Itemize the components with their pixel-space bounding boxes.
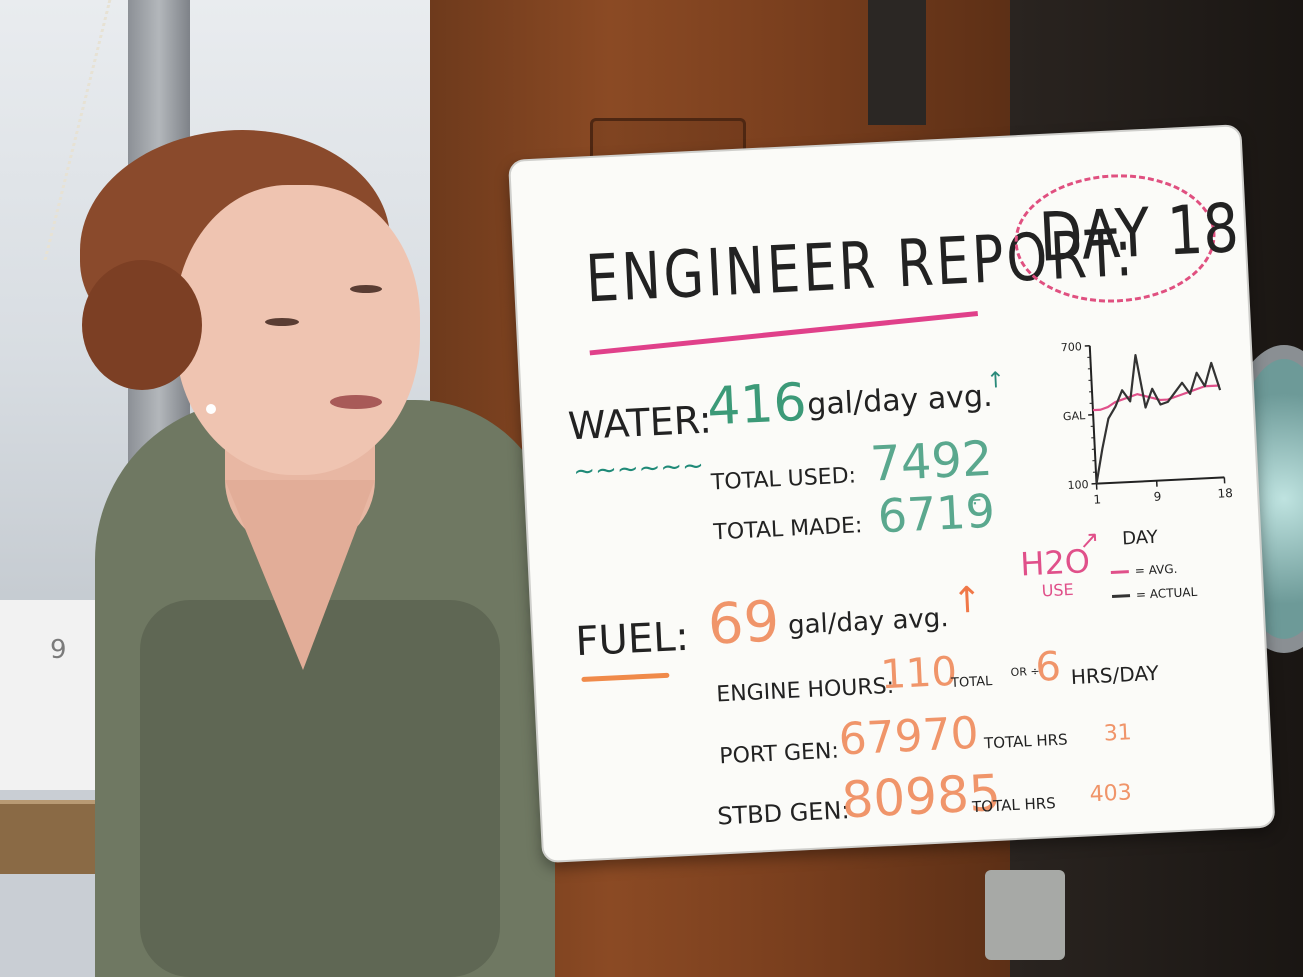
water-avg-value: 416	[705, 372, 808, 438]
total-used-value: 7492	[868, 430, 994, 493]
actual-series-line	[1095, 353, 1222, 484]
stbd-gen-value: 80985	[840, 763, 1002, 830]
door-hinge	[868, 0, 926, 125]
earring	[206, 404, 216, 414]
port-gen-hrs: 31	[1103, 720, 1133, 747]
total-made-label: TOTAL MADE:	[712, 513, 863, 546]
left-eye	[265, 318, 299, 326]
total-used-label: TOTAL USED:	[710, 463, 857, 496]
electrical-switch	[985, 870, 1065, 960]
legend-actual-text: = ACTUAL	[1135, 584, 1198, 602]
ship-hull	[0, 600, 100, 790]
x-tick-label: 1	[1093, 492, 1101, 506]
water-use-chart: 1 9 18 100 GAL 700	[1061, 340, 1234, 507]
fuel-avg-value: 69	[706, 589, 781, 658]
h2o-use-label: USE	[1041, 579, 1075, 601]
port-gen-label: PORT GEN:	[718, 738, 840, 770]
y-tick-label: 700	[1061, 340, 1083, 354]
right-eye	[350, 285, 382, 293]
port-gen-total-label: TOTAL HRS	[983, 730, 1068, 753]
fuel-unit: gal/day avg.	[787, 603, 950, 641]
fuel-arrow-icon: ↑	[951, 579, 984, 622]
water-squiggle: ~~~~~~	[572, 450, 705, 488]
engine-per-day-unit: HRS/DAY	[1070, 660, 1160, 690]
chart-lines	[1092, 353, 1222, 484]
legend-actual: = ACTUAL	[1111, 584, 1198, 603]
day-label: DAY 18	[1037, 189, 1241, 278]
engine-hours-value: 110	[879, 648, 959, 699]
legend-avg-swatch	[1110, 570, 1129, 575]
water-label: WATER:	[567, 397, 713, 449]
engine-hours-label: ENGINE HOURS:	[715, 673, 895, 708]
fuel-label: FUEL:	[574, 613, 690, 666]
mouth	[330, 395, 382, 409]
port-gen-value: 67970	[837, 707, 980, 766]
legend-actual-swatch	[1111, 594, 1131, 599]
chart-x-axis	[1096, 476, 1225, 485]
x-tick-label: 9	[1153, 489, 1161, 503]
hair-bun	[82, 260, 202, 390]
fuel-underline	[581, 672, 670, 683]
engine-per-day-value: 6	[1034, 643, 1062, 691]
engine-total-label: TOTAL	[950, 673, 993, 691]
legend-avg-text: = AVG.	[1134, 561, 1178, 578]
title-underline	[589, 311, 979, 356]
chart-ticks: 1 9 18 100 GAL 700	[1061, 340, 1234, 507]
total-made-mark: ÷	[966, 489, 983, 511]
h2o-arrow-icon: ↗	[1078, 525, 1101, 555]
chart-x-label: DAY	[1121, 526, 1159, 550]
chart-axes	[1088, 345, 1225, 485]
shirt-shadow	[140, 600, 500, 977]
water-unit: gal/day avg.	[806, 378, 994, 423]
water-arrow-icon: ↑	[985, 368, 1006, 394]
stbd-gen-label: STBD GEN:	[716, 796, 851, 831]
hull-number: 9	[50, 635, 67, 665]
y-tick-label: 100	[1067, 478, 1089, 492]
person-face	[175, 185, 420, 475]
y-tick-label: GAL	[1063, 409, 1087, 423]
whiteboard: ENGINEER REPORT: DAY 18 WATER: ~~~~~~ 41…	[508, 124, 1276, 864]
legend-avg: = AVG.	[1110, 561, 1178, 579]
stbd-gen-total-label: TOTAL HRS	[971, 794, 1057, 817]
stbd-gen-hrs: 403	[1089, 780, 1133, 808]
x-tick-label: 18	[1217, 486, 1233, 501]
